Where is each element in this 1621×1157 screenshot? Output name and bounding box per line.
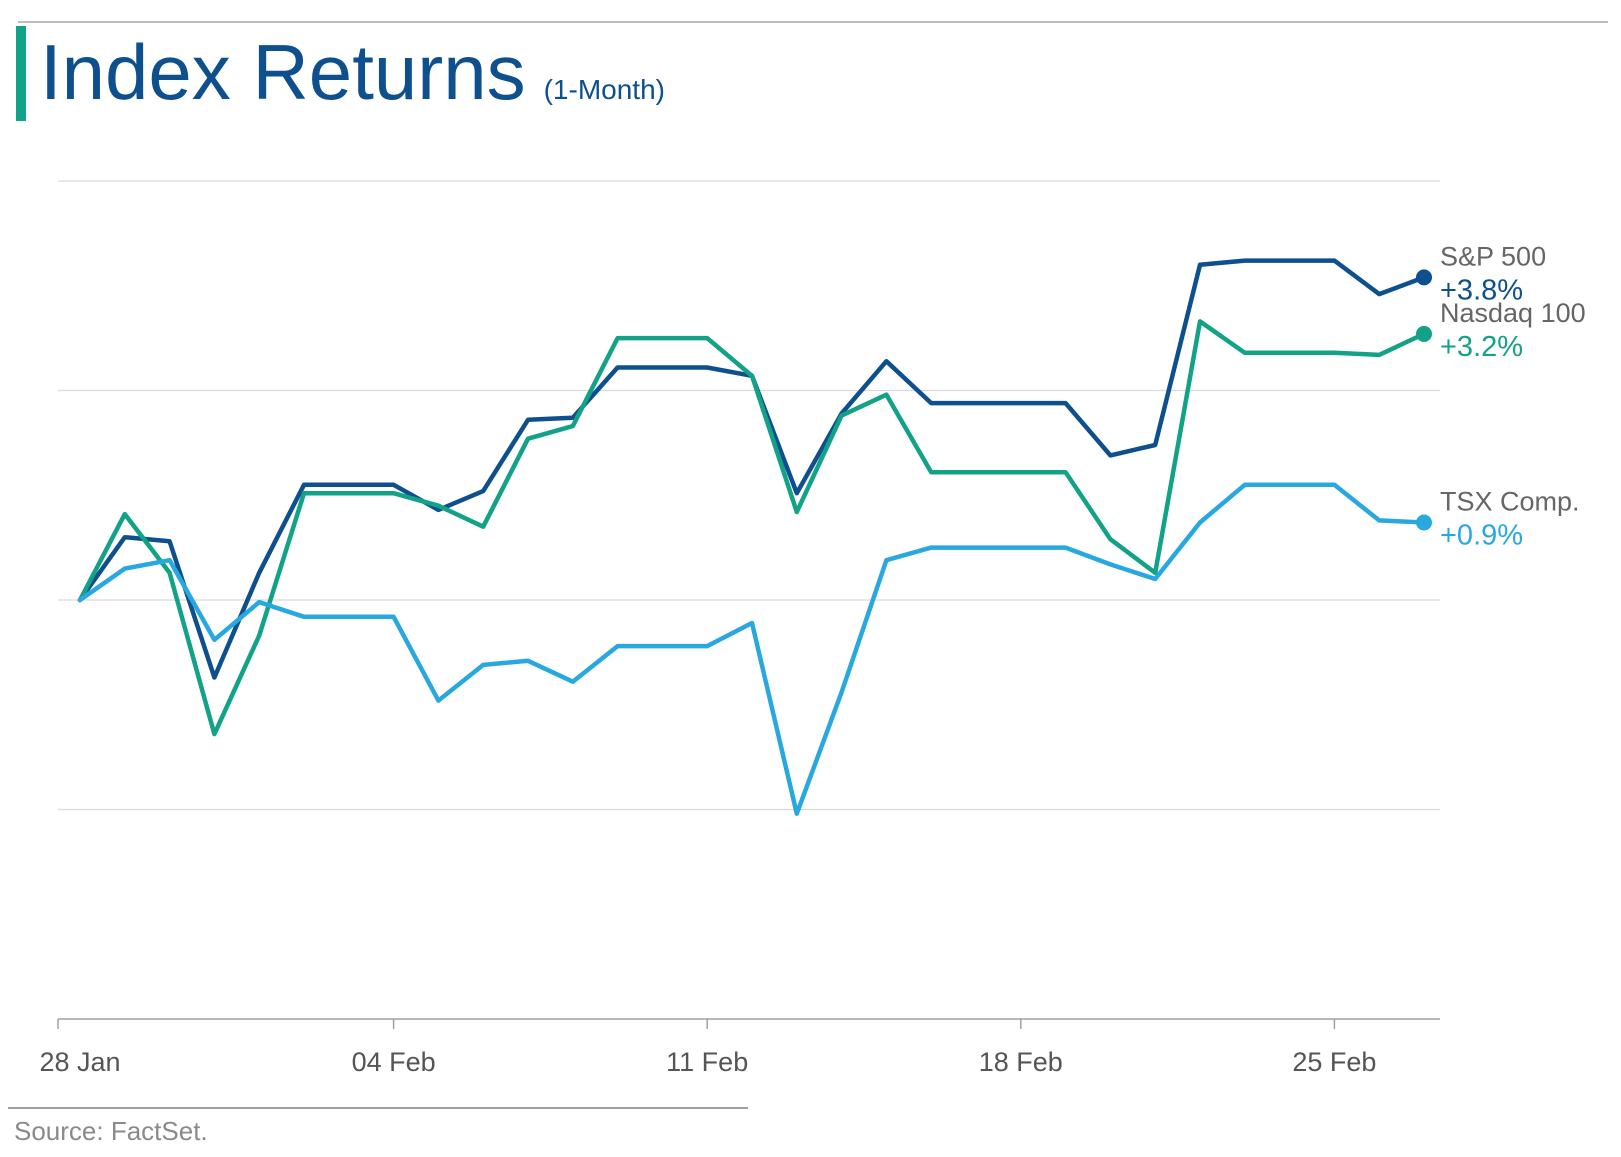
footer-rule (8, 1107, 748, 1109)
series-name-label: TSX Comp. (1440, 486, 1580, 516)
title-accent-bar (16, 26, 26, 121)
source-note: Source: FactSet. (14, 1116, 208, 1146)
series-end-dot (1416, 325, 1432, 342)
x-tick-label: 25 Feb (1292, 1047, 1376, 1077)
top-rule (18, 21, 1608, 23)
series-name-label: S&P 500 (1440, 241, 1546, 271)
series-line (77, 482, 1427, 816)
series-line (77, 319, 1427, 737)
series-end-dot (1416, 514, 1432, 531)
x-tick-label: 28 Jan (39, 1047, 120, 1077)
x-tick-label: 11 Feb (666, 1047, 748, 1077)
series-value-label: +3.8% (1440, 274, 1523, 306)
x-tick-label: 18 Feb (979, 1047, 1063, 1077)
series-value-label: +3.2% (1440, 331, 1523, 363)
series-end-dot (1416, 269, 1432, 286)
chart-title-text: Index Returns (40, 28, 526, 116)
series-value-label: +0.9% (1440, 519, 1523, 551)
series-name-label: Nasdaq 100 (1440, 298, 1586, 328)
series-line (77, 258, 1427, 680)
x-tick-label: 04 Feb (352, 1047, 436, 1077)
chart-subtitle: (1-Month) (543, 74, 665, 105)
chart-title: Index Returns (1-Month) (40, 22, 665, 140)
